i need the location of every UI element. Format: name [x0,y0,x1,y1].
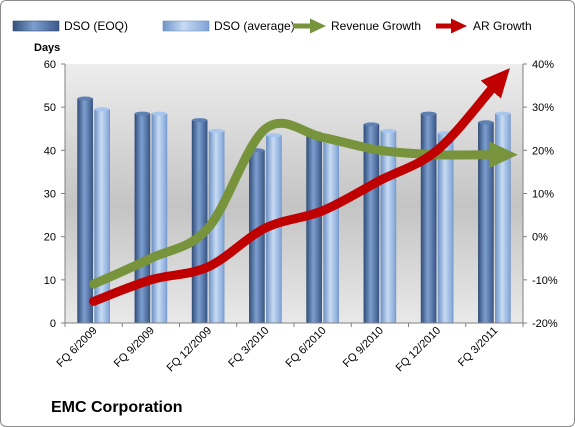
x-tick-label: FQ 3/2010 [226,325,271,370]
bar-cap-dso-average-3 [209,128,225,133]
y2-tick-label: 10% [532,189,554,201]
x-tick-label: FQ 12/2009 [165,325,215,375]
y2-tick-label: 0% [532,232,548,244]
y-axis-ticks: 0 10 20 30 40 50 60 [44,59,65,330]
legend-label-ar-growth: AR Growth [473,19,532,33]
legend-label-revenue-growth: Revenue Growth [331,19,421,33]
legend-label-dso-eoq: DSO (EOQ) [64,19,128,33]
y2-tick-label: 30% [532,102,554,114]
legend-label-dso-average: DSO (average) [214,19,295,33]
bar-dso-eoq-2 [134,113,151,324]
bar-dso-average-5 [323,141,339,324]
bar-cap-dso-eoq-8 [478,120,494,125]
legend-swatch-dso-average [162,20,210,32]
y-tick-label: 10 [44,275,56,287]
x-axis-ticks: FQ 6/2009 FQ 9/2009 FQ 12/2009 FQ 3/2010 FQ … [55,323,524,375]
y-axis-title: Days [34,42,60,54]
bar-dso-average-7 [437,132,454,324]
bar-dso-average-1 [94,109,110,324]
bar-cap-dso-average-4 [266,133,282,138]
company-title: EMC Corporation [51,399,183,416]
y-tick-label: 30 [44,189,56,201]
x-tick-label: FQ 6/2010 [284,325,329,370]
y2-tick-label: -10% [532,275,558,287]
bar-dso-average-2 [151,113,168,324]
bar-dso-eoq-5 [306,132,322,324]
y-tick-label: 40 [44,145,56,157]
lines-layer [89,68,518,306]
bar-dso-average-8 [495,113,511,324]
bar-cap-dso-eoq-1 [77,96,93,101]
legend: DSO (EOQ) DSO (average) Revenue Growth A… [12,18,532,34]
x-tick-label: FQ 3/2011 [456,325,501,370]
bar-cap-dso-eoq-7 [421,111,437,116]
bar-dso-eoq-1 [77,98,93,324]
y2-tick-label: 40% [532,59,554,71]
y2-axis-ticks: -20% -10% 0% 10% 20% 30% 40% [523,59,558,330]
bar-dso-eoq-3 [191,119,208,324]
x-tick-label: FQ 9/2010 [341,325,386,370]
bar-dso-eoq-7 [420,113,437,324]
bar-cap-dso-average-1 [94,107,110,112]
bar-cap-dso-average-8 [495,111,511,116]
y-tick-label: 20 [44,232,56,244]
bar-cap-dso-average-6 [380,128,396,133]
bar-cap-dso-average-2 [151,111,167,116]
legend-swatch-dso-eoq [12,20,60,32]
y2-tick-label: 20% [532,145,554,157]
bar-cap-dso-eoq-3 [192,118,208,123]
bar-cap-dso-eoq-6 [363,122,379,127]
y-tick-label: 0 [50,318,56,330]
y2-tick-label: -20% [532,318,558,330]
x-tick-label: FQ 6/2009 [55,325,100,370]
bar-cap-dso-eoq-2 [134,111,150,116]
y-tick-label: 50 [44,102,56,114]
x-tick-label: FQ 9/2009 [112,325,157,370]
bar-dso-average-6 [380,130,397,324]
y-tick-label: 60 [44,59,56,71]
x-tick-label: FQ 12/2010 [394,325,444,375]
line-ar-growth [89,68,510,306]
